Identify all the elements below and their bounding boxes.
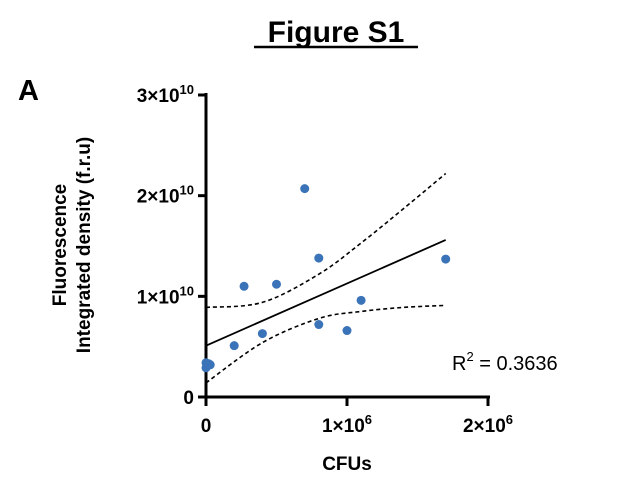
- r-squared-superscript: 2: [466, 349, 473, 364]
- x-tick-exponent: 6: [365, 412, 372, 427]
- confidence-band: [205, 172, 447, 384]
- x-tick-mantissa: 2×10: [463, 416, 506, 437]
- data-point: [314, 320, 324, 330]
- x-tick-exponent: 6: [506, 412, 513, 427]
- y-tick-mantissa: 1×10: [137, 287, 180, 308]
- y-axis-label-line2: Integrated density (f.r.u): [74, 137, 95, 353]
- y-tick-label: 3×1010: [137, 82, 194, 107]
- figure-title: Figure S1: [268, 16, 405, 49]
- regression-line: [205, 239, 447, 347]
- data-point: [272, 279, 281, 289]
- x-tick-label: 2×106: [463, 412, 513, 437]
- y-tick-mantissa: 2×10: [137, 187, 180, 208]
- y-tick-label: 2×1010: [137, 183, 194, 208]
- confidence-band-lower: [205, 304, 446, 384]
- y-tick-exponent: 10: [180, 183, 194, 198]
- data-point: [342, 326, 352, 336]
- x-tick-label: 1×106: [322, 412, 372, 437]
- y-tick-label: 1×1010: [137, 283, 194, 308]
- data-point: [314, 253, 324, 263]
- data-point: [441, 254, 451, 264]
- x-axis-ticks: 0 1×106 2×106: [201, 397, 513, 437]
- y-axis-label-line1: Fluorescence: [50, 184, 71, 307]
- panel-label: A: [18, 75, 39, 107]
- data-point: [229, 341, 239, 351]
- y-tick-exponent: 10: [180, 283, 194, 298]
- y-tick-mantissa: 0: [183, 388, 194, 409]
- x-tick-label: 0: [201, 416, 212, 437]
- y-tick-mantissa: 3×10: [137, 86, 180, 107]
- r-squared-value: = 0.3636: [474, 353, 558, 375]
- y-axis-label: Fluorescence Integrated density (f.r.u): [50, 137, 95, 353]
- confidence-band-upper: [205, 172, 447, 309]
- x-axis-label: CFUs: [322, 454, 372, 475]
- data-point: [356, 295, 366, 305]
- data-points: [201, 184, 451, 373]
- data-point: [205, 360, 215, 370]
- fit-line-group: [205, 239, 447, 347]
- y-tick-label: 0: [183, 388, 194, 409]
- x-tick-mantissa: 1×10: [322, 416, 365, 437]
- data-point: [300, 184, 310, 194]
- r-squared-annotation: R2 = 0.3636: [452, 349, 558, 375]
- r-squared-prefix: R: [452, 353, 466, 375]
- data-point: [239, 281, 249, 291]
- data-point: [257, 329, 267, 339]
- x-tick-mantissa: 0: [201, 416, 212, 437]
- y-tick-exponent: 10: [180, 82, 194, 97]
